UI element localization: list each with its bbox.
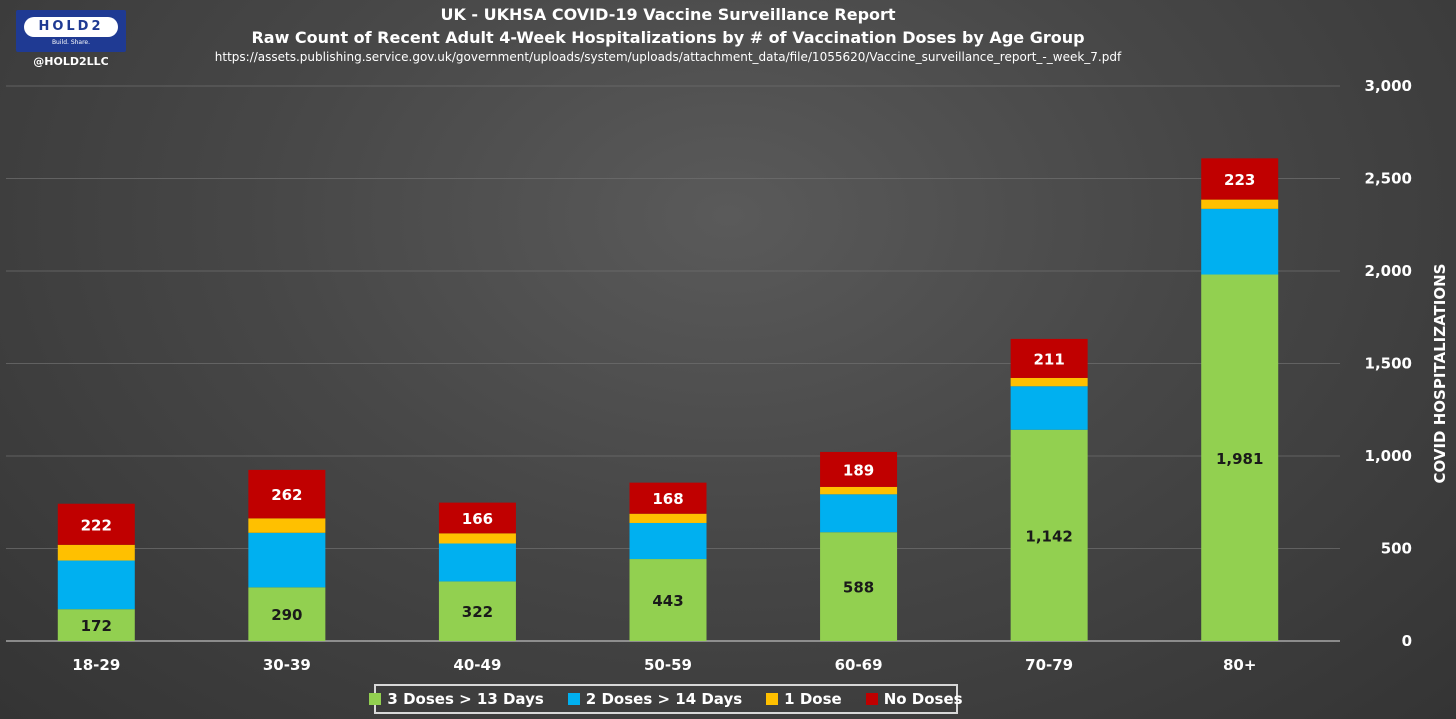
data-label: 443	[652, 592, 683, 610]
chart-subtitle: Raw Count of Recent Adult 4-Week Hospita…	[251, 28, 1085, 47]
chart-title: UK - UKHSA COVID-19 Vaccine Surveillance…	[440, 5, 896, 24]
source-url: https://assets.publishing.service.gov.uk…	[214, 50, 1122, 64]
data-label: 322	[462, 603, 493, 621]
legend-swatch	[567, 693, 580, 705]
bar-segment	[438, 581, 516, 641]
x-tick-label: 80+	[1223, 656, 1256, 674]
bar-segment	[1010, 429, 1088, 641]
data-label: 172	[81, 617, 112, 635]
legend-swatch	[865, 693, 878, 705]
legend-entry: 1 Dose	[766, 690, 842, 708]
legend-entry: No Doses	[865, 690, 963, 708]
data-label: 262	[271, 486, 302, 504]
bar-segment	[57, 609, 135, 641]
bar-segment	[629, 522, 707, 560]
bar-segment	[629, 482, 707, 514]
legend-label: 1 Dose	[784, 690, 842, 708]
x-tick-label: 60-69	[835, 656, 883, 674]
bar-segment	[820, 494, 898, 533]
data-label: 211	[1033, 350, 1064, 368]
bar-segment	[1010, 377, 1088, 387]
bar-segment	[1010, 338, 1088, 378]
x-tick-label: 30-39	[263, 656, 311, 674]
bar-segment	[629, 559, 707, 641]
bar-segment	[57, 560, 135, 610]
y-tick-label: 1,000	[1365, 447, 1412, 465]
bar-segment	[820, 532, 898, 641]
bar-segment	[1201, 199, 1279, 209]
legend-entry: 2 Doses > 14 Days	[567, 690, 743, 708]
y-tick-label: 500	[1381, 540, 1412, 558]
social-handle: @HOLD2LLC	[33, 55, 109, 68]
data-label: 168	[652, 490, 683, 508]
bar-segment	[248, 469, 326, 519]
legend-label: 3 Doses > 13 Days	[387, 690, 544, 708]
y-tick-label: 2,000	[1365, 262, 1412, 280]
x-tick-label: 40-49	[453, 656, 501, 674]
x-tick-label: 50-59	[644, 656, 692, 674]
y-axis-label: COVID HOSPITALIZATIONS	[1431, 264, 1449, 484]
legend-swatch	[369, 693, 382, 705]
legend-label: 2 Doses > 14 Days	[585, 690, 743, 708]
bar-segment	[820, 451, 898, 487]
bar-segment	[438, 533, 516, 544]
bar-segment	[1201, 158, 1279, 200]
legend-swatch	[766, 693, 779, 705]
legend-label: No Doses	[883, 690, 963, 708]
bar-segment	[438, 502, 516, 534]
data-label: 588	[843, 579, 874, 597]
legend-entry: 3 Doses > 13 Days	[369, 690, 544, 708]
y-tick-label: 0	[1402, 632, 1412, 650]
bar-segment	[1201, 208, 1279, 275]
data-label: 1,142	[1025, 527, 1072, 545]
data-label: 166	[462, 510, 493, 528]
x-tick-label: 70-79	[1025, 656, 1073, 674]
bar-segment	[248, 587, 326, 641]
chart-legend: 3 Doses > 13 Days 2 Doses > 14 Days 1 Dose…	[369, 684, 963, 714]
logo-wordmark: HOLD2	[24, 17, 118, 37]
data-label: 223	[1224, 171, 1255, 189]
y-tick-label: 3,000	[1365, 77, 1412, 95]
data-label: 222	[81, 516, 112, 534]
data-label: 189	[843, 461, 874, 479]
bar-segment	[248, 518, 326, 533]
x-tick-label: 18-29	[72, 656, 120, 674]
bar-segment	[1010, 386, 1088, 430]
bar-segment	[438, 543, 516, 582]
logo-tagline: Build. Share.	[51, 39, 91, 46]
bar-segment	[57, 503, 135, 545]
bar-segment	[629, 513, 707, 523]
bar-segment	[57, 544, 135, 561]
data-label: 290	[271, 606, 302, 624]
bar-segment	[248, 532, 326, 588]
y-tick-label: 1,500	[1365, 355, 1412, 373]
bar-segment	[820, 486, 898, 495]
hold2-logo: HOLD2 Build. Share.	[16, 10, 126, 52]
bar-segment	[1201, 274, 1279, 641]
data-label: 1,981	[1216, 450, 1263, 468]
y-tick-label: 2,500	[1365, 170, 1412, 188]
